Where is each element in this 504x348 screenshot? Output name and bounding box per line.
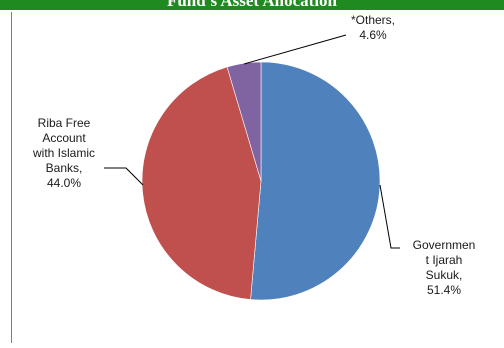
label-line: 4.6%: [359, 28, 387, 42]
frame-left-border: [11, 12, 12, 343]
label-line: 51.4%: [426, 283, 462, 297]
pie-slice-others: [226, 61, 262, 182]
label-line: with Islamic: [32, 146, 95, 160]
pie-slices: [141, 61, 381, 301]
leader-lines: [104, 34, 400, 249]
label-line: Account: [42, 131, 86, 145]
label-line: Banks,: [45, 161, 83, 175]
label-line: Riba Free: [37, 116, 91, 130]
label-line: Governmen: [412, 238, 476, 252]
leader-line-others: [243, 34, 347, 65]
chart-title-bar: Fund's Asset Allocation: [0, 0, 504, 10]
label-line: t Ijarah: [425, 253, 463, 267]
pie-slice-govt-ijarah: [250, 61, 381, 301]
label-line: Sukuk,: [425, 268, 463, 282]
label-line: 44.0%: [46, 176, 82, 190]
data-label-riba-free: Riba Free Account with Islamic Banks, 44…: [24, 116, 104, 191]
chart-title: Fund's Asset Allocation: [166, 0, 338, 10]
data-label-govt-ijarah: Governmen t Ijarah Sukuk, 51.4%: [400, 238, 488, 298]
data-label-others: *Others, 4.6%: [340, 13, 406, 43]
pie-slice-riba-free: [141, 66, 262, 300]
leader-line-riba: [104, 167, 144, 186]
leader-line-govt: [379, 184, 400, 249]
label-line: *Others,: [350, 13, 395, 27]
